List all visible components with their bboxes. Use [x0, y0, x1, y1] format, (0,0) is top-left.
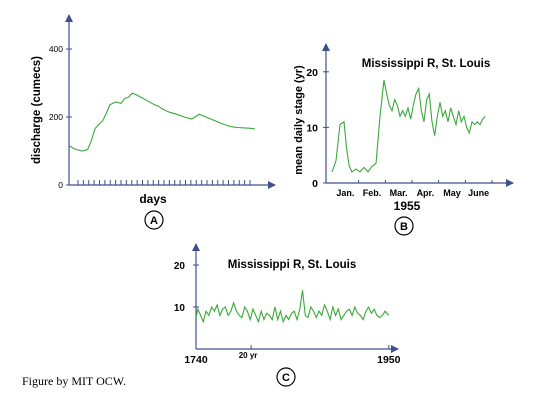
panel-b-x-tick-label: June: [468, 188, 489, 198]
panel-a-badge-label: A: [150, 215, 158, 227]
panel-a-discharge-line: [68, 92, 256, 152]
panel-b-stage-1955-chart: mean daily stage (yr) Mississippi R, St.…: [293, 43, 514, 236]
panel-a-y-axis-label: discharge (cumecs): [31, 56, 43, 164]
panel-c-x-tick-label: 20 yr: [239, 351, 258, 360]
panel-b-stage-line: [331, 79, 486, 173]
panel-b-y-tick-label: 10: [306, 122, 318, 134]
panel-b-y-tick-label: 20: [306, 67, 318, 79]
panel-b-x-tick-label: Mar.: [390, 188, 408, 198]
panel-a-y-ticks: 0 200 400: [49, 44, 72, 190]
panel-c-y-tick-label: 10: [174, 303, 186, 314]
panel-b-x-tick-label: May: [443, 188, 461, 198]
panel-b-x-tick-label: Feb.: [363, 188, 382, 198]
panel-a-discharge-chart: discharge (cumecs) days 0 200 400 A: [31, 14, 276, 230]
panel-b-y-ticks: 0 10 20: [306, 67, 329, 190]
panel-b-badge-label: B: [400, 221, 408, 233]
figure-credit: Figure by MIT OCW.: [22, 374, 127, 388]
panel-a-y-tick-label: 0: [58, 180, 63, 190]
panel-a-y-tick-label: 400: [49, 44, 63, 54]
panel-a-x-ticks: [77, 180, 251, 185]
panel-c-x-ticks: 1740 20 yr 1950: [184, 345, 401, 366]
panel-a-x-axis-label: days: [139, 192, 167, 206]
panel-b-x-ticks: Jan. Feb. Mar. Apr. May June: [336, 180, 493, 198]
panel-b-x-axis-label: 1955: [394, 199, 421, 213]
panel-b-y-axis-label: mean daily stage (yr): [293, 65, 305, 175]
panel-b-y-tick-label: 0: [312, 178, 318, 190]
panel-c-badge-label: C: [282, 372, 290, 384]
panel-c-title: Mississippi R, St. Louis: [228, 259, 356, 271]
panel-c-stage-line: [195, 290, 390, 324]
panel-c-y-ticks: 10 20: [174, 261, 199, 314]
panel-b-x-tick-label: Jan.: [336, 188, 354, 198]
panel-c-x-tick-label: 1950: [377, 354, 401, 366]
panel-c-x-tick-label: 1740: [184, 354, 208, 366]
panel-a-badge: [144, 210, 164, 230]
panel-c-y-tick-label: 20: [174, 261, 186, 272]
panel-b-x-tick-label: Apr.: [417, 188, 435, 198]
panel-a-y-tick-label: 200: [49, 112, 63, 122]
panel-b-badge: [394, 216, 414, 236]
panel-c-badge: [276, 367, 296, 387]
panel-b-title: Mississippi R, St. Louis: [362, 58, 490, 70]
